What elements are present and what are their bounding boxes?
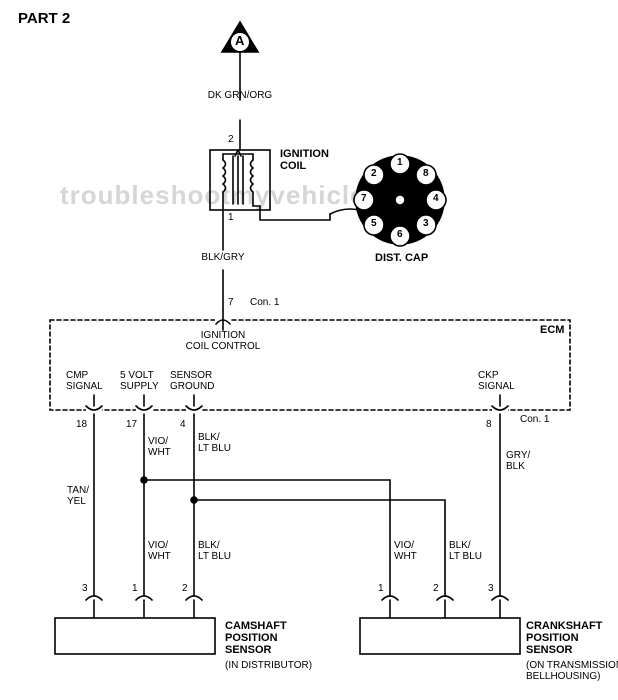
dist-term-8: 8 xyxy=(423,168,429,179)
ckp-pin-3: 3 xyxy=(488,583,494,594)
dist-term-6: 6 xyxy=(397,229,403,240)
ecm-label: ECM xyxy=(540,324,564,336)
wire-blk-ltblu-u: BLK/ LT BLU xyxy=(198,432,231,454)
ecm-top-conn: Con. 1 xyxy=(250,297,279,308)
ecm-pin-18: 18 xyxy=(76,419,87,430)
ckp-pin-2: 2 xyxy=(433,583,439,594)
wiring-diagram xyxy=(0,0,618,700)
splice-letter: A xyxy=(235,33,244,48)
ecm-sig-cmp: CMP SIGNAL xyxy=(66,370,103,392)
dist-cap-label: DIST. CAP xyxy=(375,252,428,264)
ckp-sensor-sub: (ON TRANSMISSION BELLHOUSING) xyxy=(526,660,618,682)
wire-label-coil-bottom: BLK/GRY xyxy=(183,252,263,263)
ecm-pin-17: 17 xyxy=(126,419,137,430)
wire-vio-wht-l2: VIO/ WHT xyxy=(394,540,417,562)
wire-tan-yel: TAN/ YEL xyxy=(67,485,89,507)
dist-term-3: 3 xyxy=(423,218,429,229)
dist-term-5: 5 xyxy=(371,218,377,229)
wire-label-coil-top: DK GRN/ORG xyxy=(200,90,280,101)
ecm-sig-gnd: SENSOR GROUND xyxy=(170,370,214,392)
ecm-bottom-conn: Con. 1 xyxy=(520,414,549,425)
cam-sensor-sub: (IN DISTRIBUTOR) xyxy=(225,660,312,671)
wire-vio-wht-u: VIO/ WHT xyxy=(148,436,171,458)
ecm-sig-v5: 5 VOLT SUPPLY xyxy=(120,370,159,392)
wire-vio-wht-l1: VIO/ WHT xyxy=(148,540,171,562)
dist-term-1: 1 xyxy=(397,157,403,168)
ecm-top-signal: IGNITION COIL CONTROL xyxy=(183,330,263,352)
dist-term-4: 4 xyxy=(433,193,439,204)
cam-sensor-label: CAMSHAFT POSITION SENSOR xyxy=(225,620,287,656)
wire-gry-blk: GRY/ BLK xyxy=(506,450,530,472)
ecm-top-pin: 7 xyxy=(228,297,234,308)
coil-pin-bottom: 1 xyxy=(228,212,234,223)
cam-pin-3: 3 xyxy=(82,583,88,594)
wire-blk-ltblu-l2: BLK/ LT BLU xyxy=(449,540,482,562)
dist-term-2: 2 xyxy=(371,168,377,179)
ignition-coil-label: IGNITION COIL xyxy=(280,148,329,172)
cam-pin-2: 2 xyxy=(182,583,188,594)
dist-term-7: 7 xyxy=(361,193,367,204)
ecm-pin-4: 4 xyxy=(180,419,186,430)
wire-blk-ltblu-l1: BLK/ LT BLU xyxy=(198,540,231,562)
ckp-sensor-label: CRANKSHAFT POSITION SENSOR xyxy=(526,620,602,656)
cam-pin-1: 1 xyxy=(132,583,138,594)
ecm-sig-ckp: CKP SIGNAL xyxy=(478,370,515,392)
ckp-pin-1: 1 xyxy=(378,583,384,594)
ecm-pin-8: 8 xyxy=(486,419,492,430)
coil-pin-top: 2 xyxy=(228,134,234,145)
